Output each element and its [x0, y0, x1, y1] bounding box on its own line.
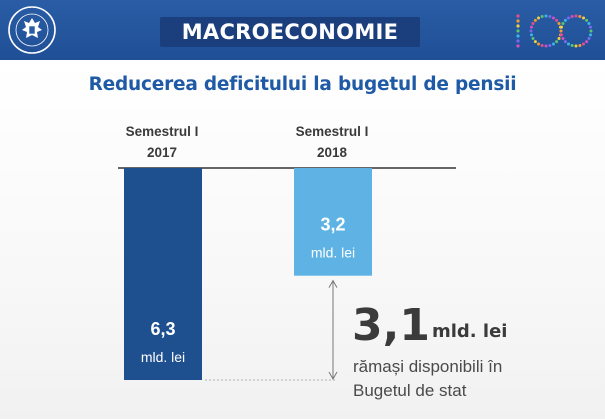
category-label: 2017	[147, 145, 177, 160]
category-label: Semestrul I	[296, 124, 369, 139]
bar-unit-label: mld. lei	[141, 349, 185, 365]
difference-note: rămași disponibili în	[353, 357, 502, 376]
bar-value-label: 3,2	[320, 215, 345, 235]
category-label: 2018	[317, 145, 348, 160]
difference-arrow-head	[328, 279, 338, 288]
difference-note: Bugetul de stat	[353, 381, 467, 400]
centenary-logo-icon	[516, 14, 593, 48]
difference-value: 3,1	[352, 300, 430, 351]
bar-value-label: 6,3	[150, 319, 175, 339]
difference-arrow-head	[328, 371, 338, 381]
category-label: Semestrul I	[126, 124, 199, 139]
header-bar: MACROECONOMIE	[0, 0, 605, 60]
difference-unit: mld. lei	[432, 321, 507, 342]
chart-subtitle: Reducerea deficitului la bugetul de pens…	[88, 74, 517, 95]
government-seal-icon	[8, 6, 56, 54]
bar-unit-label: mld. lei	[311, 245, 355, 261]
section-title: MACROECONOMIE	[160, 17, 420, 47]
bar	[294, 168, 372, 276]
bar	[124, 168, 202, 380]
